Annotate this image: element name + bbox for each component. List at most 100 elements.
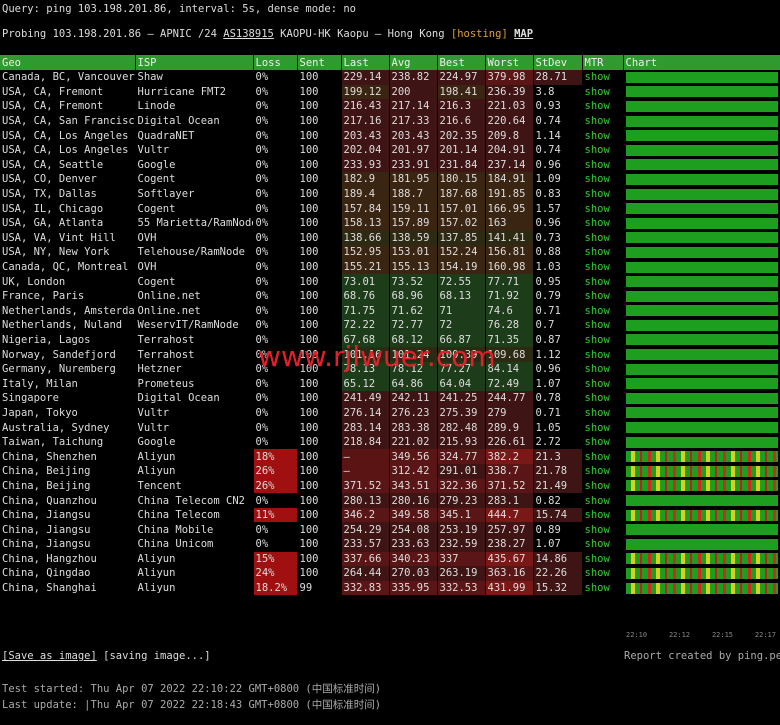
mtr-cell[interactable]: show [582, 376, 624, 392]
column-header: MTR [582, 55, 624, 70]
mtr-cell[interactable]: show [582, 288, 624, 304]
geo-cell: Australia, Sydney [0, 420, 136, 435]
chart-cell [623, 215, 780, 231]
stdev-cell: 0.71 [533, 303, 583, 319]
isp-cell: Aliyun [135, 449, 254, 465]
last-cell: 264.44 [341, 566, 390, 581]
sparkline [625, 188, 778, 200]
loss-cell: 0% [253, 303, 298, 319]
mtr-cell[interactable]: show [582, 391, 624, 406]
mtr-cell[interactable]: show [582, 580, 624, 596]
mtr-cell[interactable]: show [582, 230, 624, 246]
worst-cell: 204.91 [485, 142, 534, 158]
sparkline [625, 144, 778, 156]
worst-cell: 209.8 [485, 128, 534, 143]
sparkline [625, 276, 778, 288]
best-cell: 72 [437, 318, 486, 333]
avg-cell: 181.95 [389, 172, 438, 187]
worst-cell: 237.14 [485, 157, 534, 173]
loss-cell: 0% [253, 157, 298, 173]
mtr-cell[interactable]: show [582, 537, 624, 552]
mtr-cell[interactable]: show [582, 434, 624, 450]
mtr-cell[interactable]: show [582, 507, 624, 523]
mtr-cell[interactable]: show [582, 201, 624, 216]
column-header: Geo [0, 55, 136, 70]
avg-cell: 68.96 [389, 288, 438, 304]
loss-cell: 0% [253, 537, 298, 552]
chart-cell [623, 537, 780, 552]
mtr-cell[interactable]: show [582, 172, 624, 187]
last-cell: 73.01 [341, 274, 390, 289]
mtr-cell[interactable]: show [582, 157, 624, 173]
chart-time: 22:12 [668, 631, 691, 639]
save-link[interactable]: [Save as image] [2, 650, 97, 662]
chart-time: 22:10 [626, 631, 648, 639]
geo-cell: USA, CA, Seattle [0, 157, 136, 173]
mtr-cell[interactable]: show [582, 274, 624, 289]
stdev-cell: 0.87 [533, 332, 583, 348]
mtr-cell[interactable]: show [582, 142, 624, 158]
last-cell: 72.22 [341, 318, 390, 333]
column-header: Loss [253, 55, 298, 70]
isp-cell: China Telecom CN2 [135, 493, 254, 508]
probe-org: KAOPU-HK Kaopu – Hong Kong [280, 28, 445, 40]
result-row: China, Qingdao Aliyun 24% 100 264.44 270.03 26… [0, 566, 780, 581]
mtr-cell[interactable]: show [582, 449, 624, 465]
asn-link[interactable]: AS138915 [223, 28, 274, 40]
isp-cell: Aliyun [135, 580, 254, 596]
sparkline [625, 305, 778, 317]
mtr-cell[interactable]: show [582, 113, 624, 129]
last-cell: 283.14 [341, 420, 390, 435]
mtr-cell[interactable]: show [582, 551, 624, 567]
mtr-cell[interactable]: show [582, 186, 624, 202]
mtr-cell[interactable]: show [582, 420, 624, 435]
mtr-cell[interactable]: show [582, 84, 624, 100]
mtr-cell[interactable]: show [582, 259, 624, 275]
last-cell: 138.66 [341, 230, 390, 246]
map-link[interactable]: MAP [514, 28, 534, 40]
mtr-cell[interactable]: show [582, 478, 624, 494]
chart-cell [623, 391, 780, 406]
loss-cell: 0% [253, 361, 298, 377]
sent-cell: 99 [297, 580, 342, 596]
sparkline [625, 480, 778, 492]
mtr-cell[interactable]: show [582, 70, 624, 85]
last-cell: – [341, 449, 390, 465]
mtr-cell[interactable]: show [582, 493, 624, 508]
mtr-cell[interactable]: show [582, 522, 624, 537]
mtr-cell[interactable]: show [582, 303, 624, 319]
sparkline [625, 378, 778, 390]
mtr-cell[interactable]: show [582, 361, 624, 377]
mtr-cell[interactable]: show [582, 332, 624, 348]
geo-cell: China, Beijing [0, 478, 136, 494]
best-cell: 241.25 [437, 391, 486, 406]
mtr-cell[interactable]: show [582, 405, 624, 421]
result-row: USA, NY, New York Telehouse/RamNode 0% 100 1… [0, 245, 780, 260]
chart-cell [623, 172, 780, 187]
mtr-cell[interactable]: show [582, 318, 624, 333]
loss-cell: 0% [253, 493, 298, 508]
mtr-cell[interactable]: show [582, 464, 624, 479]
worst-cell: 371.52 [485, 478, 534, 494]
mtr-cell[interactable]: show [582, 347, 624, 362]
mtr-cell[interactable]: show [582, 566, 624, 581]
sparkline [625, 130, 778, 142]
chart-cell [623, 99, 780, 114]
mtr-cell[interactable]: show [582, 245, 624, 260]
loss-cell: 0% [253, 172, 298, 187]
geo-cell: China, Beijing [0, 464, 136, 479]
mtr-cell[interactable]: show [582, 215, 624, 231]
sparkline [625, 392, 778, 404]
result-row: USA, CA, Seattle Google 0% 100 233.93 233.91 2… [0, 157, 780, 173]
sparkline [625, 436, 778, 448]
chart-cell [623, 201, 780, 216]
last-cell: 202.04 [341, 142, 390, 158]
isp-cell: Online.net [135, 303, 254, 319]
isp-cell: Vultr [135, 142, 254, 158]
mtr-cell[interactable]: show [582, 128, 624, 143]
sparkline [625, 582, 778, 594]
avg-cell: 233.63 [389, 537, 438, 552]
mtr-cell[interactable]: show [582, 99, 624, 114]
worst-cell: 238.27 [485, 537, 534, 552]
avg-cell: 101.24 [389, 347, 438, 362]
